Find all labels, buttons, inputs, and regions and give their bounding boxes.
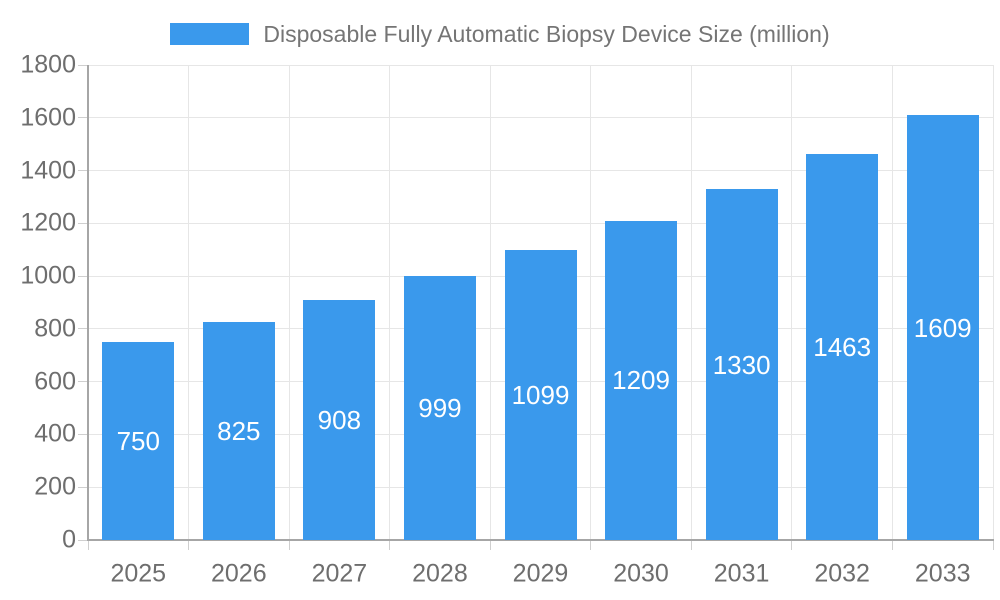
x-axis-tick — [188, 540, 190, 550]
bar-value-label: 1463 — [813, 331, 872, 362]
y-axis-label: 1400 — [20, 156, 76, 185]
y-gridline — [88, 117, 993, 119]
y-axis-label: 0 — [62, 525, 76, 554]
y-axis-label: 1200 — [20, 208, 76, 237]
legend-item[interactable]: Disposable Fully Automatic Biopsy Device… — [0, 20, 1000, 48]
bar-2030[interactable] — [605, 220, 678, 540]
bar-value-label: 1099 — [511, 379, 570, 410]
bar-value-label: 750 — [116, 426, 160, 457]
y-axis-label: 600 — [34, 367, 76, 396]
bar-2028[interactable] — [403, 276, 476, 540]
x-axis-tick — [489, 540, 491, 550]
bar-2026[interactable] — [202, 322, 275, 540]
x-gridline — [188, 65, 190, 540]
y-axis-tick — [78, 433, 88, 435]
y-axis-tick — [78, 486, 88, 488]
y-axis-label: 200 — [34, 472, 76, 501]
x-gridline — [891, 65, 893, 540]
y-axis-tick — [78, 222, 88, 224]
y-axis-line — [87, 65, 89, 540]
x-gridline — [992, 65, 994, 540]
x-axis-label: 2027 — [311, 559, 368, 588]
x-axis-label: 2029 — [512, 559, 569, 588]
y-axis-tick — [78, 170, 88, 172]
y-axis-tick — [78, 539, 88, 541]
bar-2027[interactable] — [303, 300, 376, 540]
legend-swatch — [170, 23, 250, 45]
x-axis-tick — [288, 540, 290, 550]
y-gridline — [88, 170, 993, 172]
y-gridline — [88, 222, 993, 224]
y-axis-label: 1600 — [20, 103, 76, 132]
x-gridline — [288, 65, 290, 540]
x-gridline — [389, 65, 391, 540]
bar-value-label: 908 — [317, 405, 362, 436]
bar-value-label: 1209 — [612, 365, 670, 396]
bar-2033[interactable] — [906, 115, 979, 540]
x-gridline — [590, 65, 592, 540]
bar-2031[interactable] — [705, 189, 778, 540]
y-axis-tick — [78, 117, 88, 119]
bar-2025[interactable] — [102, 342, 175, 540]
x-axis-label: 2032 — [814, 559, 870, 588]
x-axis-tick — [87, 540, 89, 550]
y-axis-label: 1800 — [20, 50, 76, 79]
x-axis-tick — [389, 540, 391, 550]
bar-value-label: 1609 — [913, 312, 972, 343]
bar-value-label: 999 — [418, 393, 462, 424]
x-axis-label: 2025 — [110, 559, 167, 588]
y-axis-tick — [78, 328, 88, 330]
bar-2029[interactable] — [504, 249, 577, 540]
y-axis-tick — [78, 275, 88, 277]
x-gridline — [791, 65, 793, 540]
x-axis-label: 2033 — [914, 559, 971, 588]
y-axis-tick — [78, 64, 88, 66]
x-axis-tick — [690, 540, 692, 550]
x-axis-tick — [590, 540, 592, 550]
legend-label: Disposable Fully Automatic Biopsy Device… — [263, 21, 830, 47]
bar-value-label: 825 — [217, 416, 261, 447]
x-axis-tick — [891, 540, 893, 550]
x-axis-tick — [992, 540, 994, 550]
y-axis-label: 800 — [34, 314, 76, 343]
y-axis-label: 400 — [34, 419, 76, 448]
bar-2032[interactable] — [806, 153, 879, 540]
x-axis-tick — [791, 540, 793, 550]
y-axis-tick — [78, 381, 88, 383]
x-axis-line — [87, 539, 994, 541]
x-axis-label: 2028 — [412, 559, 468, 588]
x-axis-label: 2026 — [211, 559, 267, 588]
bar-value-label: 1330 — [712, 349, 771, 380]
x-axis-label: 2030 — [613, 559, 669, 588]
y-gridline — [88, 64, 993, 66]
y-axis-label: 1000 — [20, 261, 76, 290]
x-gridline — [489, 65, 491, 540]
x-axis-label: 2031 — [713, 559, 770, 588]
x-gridline — [690, 65, 692, 540]
